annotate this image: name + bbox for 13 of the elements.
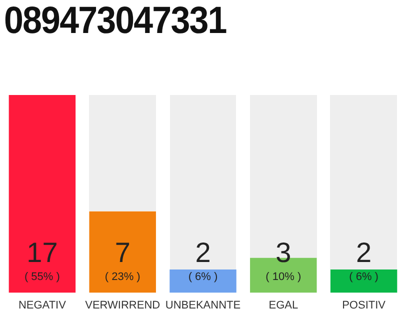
x-tick-label: UNBEKANNTE (165, 299, 241, 312)
x-tick-label: POSITIV (342, 299, 386, 312)
data-label: 2 ( 6% ) (349, 236, 378, 283)
data-label: 17 ( 55% ) (24, 236, 60, 283)
bar (8, 95, 76, 293)
x-tick-label: EGAL (268, 299, 298, 312)
bar (330, 270, 398, 293)
data-label: 2 ( 6% ) (188, 236, 218, 283)
x-tick-label: VERWIRREND (85, 299, 160, 312)
chart-title: 089473047331 (4, 0, 226, 43)
bar (170, 270, 236, 293)
data-label: 7 ( 23% ) (104, 236, 140, 283)
x-tick-label: NEGATIV (18, 299, 67, 312)
